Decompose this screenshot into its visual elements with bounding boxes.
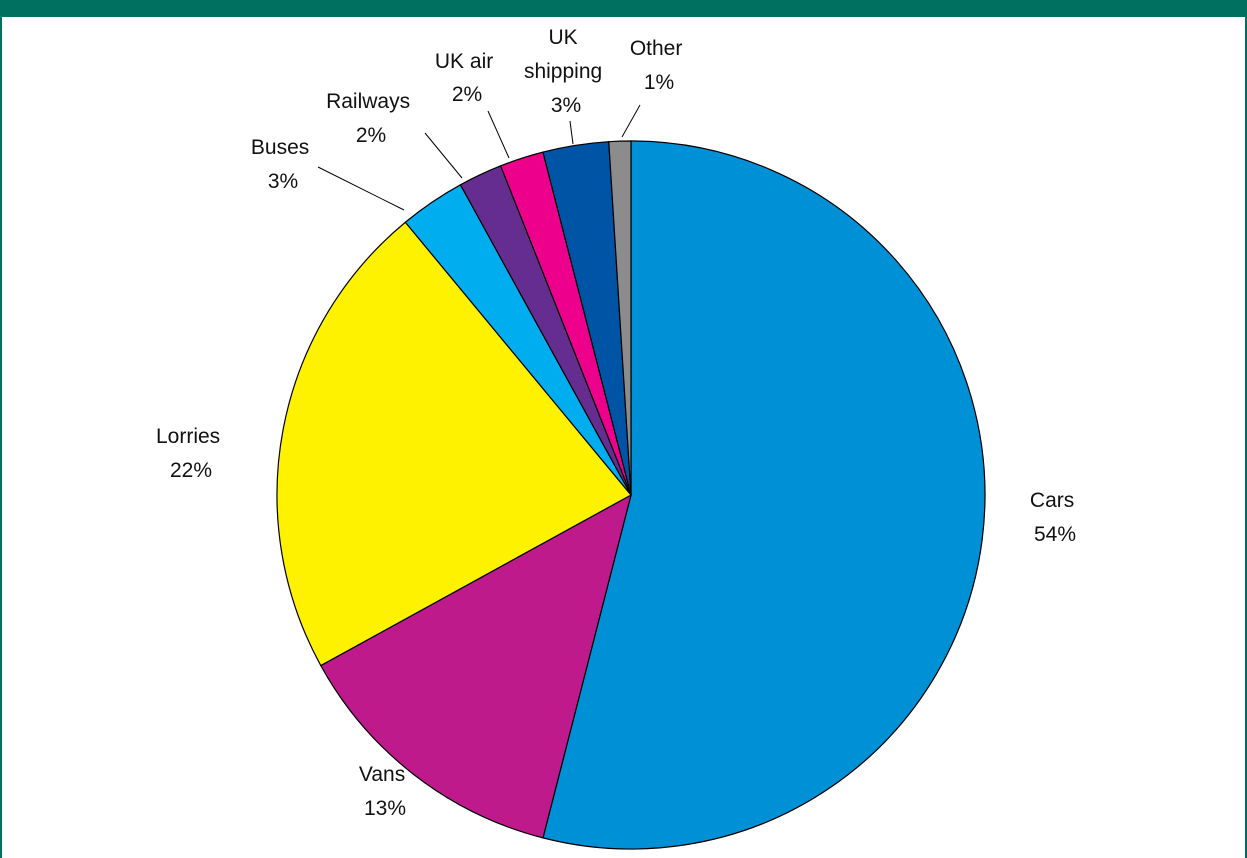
slice-label-lorries: Lorries 22%	[156, 425, 226, 482]
slice-label-railways: Railways 2%	[326, 90, 416, 147]
pie-slice-cars	[542, 140, 986, 850]
slice-label-uk-shipping: UK shipping 3%	[524, 26, 608, 117]
slice-label-buses: Buses 3%	[251, 136, 315, 193]
slice-label-cars: Cars 54%	[1030, 489, 1080, 546]
pie-slice-other	[608, 140, 632, 496]
slice-label-uk-air: UK air 2%	[435, 50, 499, 106]
pie-slice-vans	[319, 493, 632, 839]
leader-line-uk-shipping	[569, 120, 574, 145]
leader-line-uk-air	[487, 110, 510, 159]
slice-label-vans: Vans 13%	[359, 763, 411, 820]
leader-line-railways	[424, 132, 463, 179]
pie-slice-lorries	[276, 221, 632, 667]
leader-line-other	[621, 104, 641, 138]
slice-label-other: Other 1%	[630, 37, 688, 94]
leader-line-buses	[317, 166, 405, 211]
header-bar	[0, 0, 1247, 17]
